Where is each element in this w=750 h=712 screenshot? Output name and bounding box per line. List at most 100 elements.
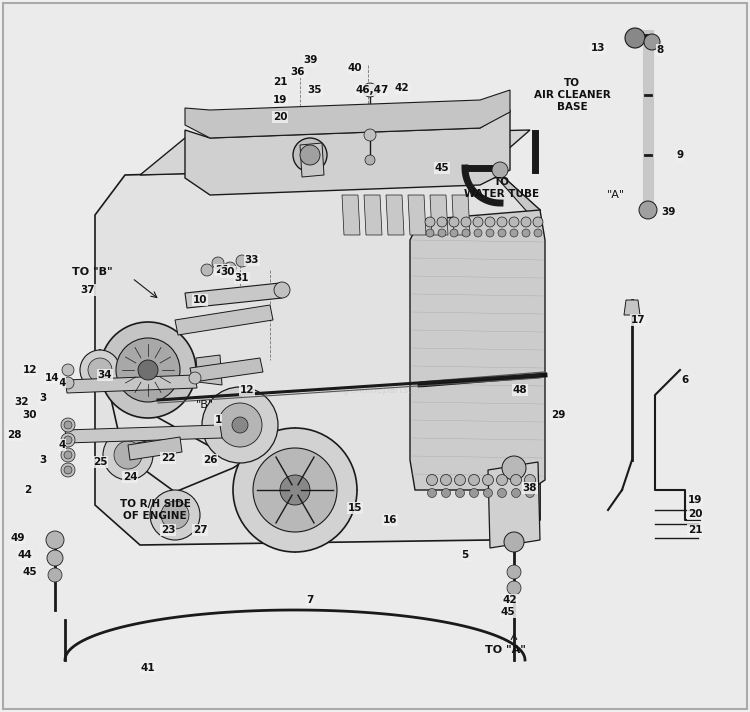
- Circle shape: [533, 217, 543, 227]
- Text: 19: 19: [273, 95, 287, 105]
- Circle shape: [114, 441, 142, 469]
- Circle shape: [644, 34, 660, 50]
- Circle shape: [427, 474, 437, 486]
- Circle shape: [161, 501, 189, 529]
- Circle shape: [496, 474, 508, 486]
- Circle shape: [426, 229, 434, 237]
- Text: 38: 38: [523, 483, 537, 493]
- Circle shape: [524, 474, 536, 486]
- Polygon shape: [410, 210, 545, 490]
- Text: 44: 44: [18, 550, 32, 560]
- Text: 20: 20: [273, 112, 287, 122]
- Circle shape: [485, 217, 495, 227]
- Circle shape: [507, 565, 521, 579]
- Circle shape: [625, 28, 645, 48]
- Circle shape: [48, 568, 62, 582]
- Text: 2: 2: [24, 485, 32, 495]
- Text: 46,47: 46,47: [356, 85, 388, 95]
- Text: TO
AIR CLEANER
BASE: TO AIR CLEANER BASE: [534, 78, 610, 112]
- Circle shape: [442, 488, 451, 498]
- Text: 20: 20: [688, 509, 702, 519]
- Circle shape: [534, 229, 542, 237]
- Circle shape: [425, 217, 435, 227]
- Circle shape: [280, 475, 310, 505]
- Text: 24: 24: [123, 472, 137, 482]
- Text: 19: 19: [688, 495, 702, 505]
- Polygon shape: [128, 435, 178, 458]
- Polygon shape: [140, 130, 530, 175]
- Text: 4: 4: [58, 378, 66, 388]
- Text: 1: 1: [214, 415, 222, 425]
- Text: 40: 40: [348, 63, 362, 73]
- Circle shape: [61, 448, 75, 462]
- Circle shape: [64, 466, 72, 474]
- Polygon shape: [196, 355, 222, 385]
- Circle shape: [482, 474, 494, 486]
- Circle shape: [492, 162, 508, 178]
- Circle shape: [364, 129, 376, 141]
- Text: 49: 49: [10, 533, 26, 543]
- Circle shape: [202, 387, 278, 463]
- Text: 29: 29: [550, 410, 566, 420]
- Text: 3: 3: [39, 455, 46, 465]
- Text: 39: 39: [661, 207, 675, 217]
- Text: 22: 22: [160, 453, 176, 463]
- Circle shape: [474, 229, 482, 237]
- Circle shape: [507, 581, 521, 595]
- Polygon shape: [342, 195, 360, 235]
- Text: 12: 12: [240, 385, 254, 395]
- Polygon shape: [65, 425, 222, 443]
- Polygon shape: [95, 165, 540, 545]
- Circle shape: [497, 217, 507, 227]
- Circle shape: [473, 217, 483, 227]
- Circle shape: [64, 436, 72, 444]
- Polygon shape: [185, 90, 510, 138]
- Text: 10: 10: [193, 295, 207, 305]
- Circle shape: [61, 463, 75, 477]
- Text: 42: 42: [394, 83, 410, 93]
- Text: 33: 33: [244, 255, 260, 265]
- Circle shape: [470, 488, 478, 498]
- Circle shape: [510, 229, 518, 237]
- Text: 23: 23: [160, 525, 176, 535]
- Text: 28: 28: [7, 430, 21, 440]
- Circle shape: [150, 490, 200, 540]
- Circle shape: [300, 145, 320, 165]
- FancyBboxPatch shape: [3, 3, 747, 709]
- Text: 30: 30: [22, 410, 38, 420]
- Circle shape: [224, 262, 236, 274]
- Circle shape: [46, 531, 64, 549]
- Circle shape: [201, 264, 213, 276]
- Circle shape: [438, 229, 446, 237]
- Circle shape: [502, 456, 526, 480]
- Circle shape: [64, 451, 72, 459]
- Text: 31: 31: [235, 273, 249, 283]
- Circle shape: [61, 433, 75, 447]
- Text: 32: 32: [15, 397, 29, 407]
- Text: 21: 21: [214, 265, 230, 275]
- Circle shape: [511, 474, 521, 486]
- Polygon shape: [430, 195, 448, 235]
- Polygon shape: [490, 165, 540, 520]
- Polygon shape: [386, 195, 404, 235]
- Circle shape: [521, 217, 531, 227]
- Polygon shape: [190, 358, 263, 382]
- Text: 45: 45: [22, 567, 38, 577]
- Text: 36: 36: [291, 67, 305, 77]
- Circle shape: [639, 201, 657, 219]
- Circle shape: [454, 474, 466, 486]
- Circle shape: [274, 282, 290, 298]
- Text: 7: 7: [306, 595, 314, 605]
- Circle shape: [440, 474, 452, 486]
- Text: 21: 21: [273, 77, 287, 87]
- Circle shape: [236, 255, 248, 267]
- Circle shape: [253, 448, 337, 532]
- Circle shape: [233, 428, 357, 552]
- Text: 35: 35: [308, 85, 322, 95]
- Text: 45: 45: [435, 163, 449, 173]
- Text: 12: 12: [22, 365, 38, 375]
- Text: 48: 48: [513, 385, 527, 395]
- Circle shape: [437, 217, 447, 227]
- Circle shape: [486, 229, 494, 237]
- Polygon shape: [488, 462, 540, 548]
